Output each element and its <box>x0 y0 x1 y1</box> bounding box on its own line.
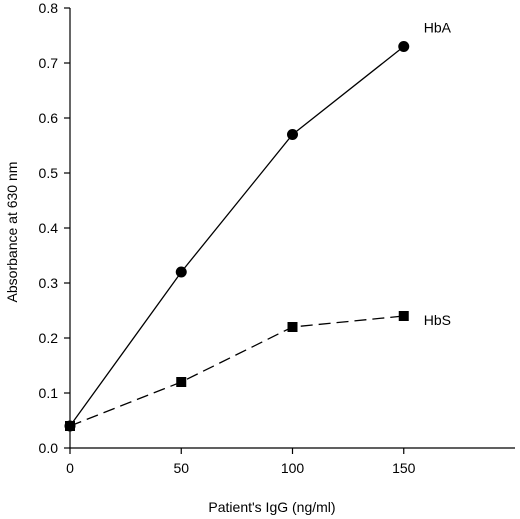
x-axis-title: Patient's IgG (ng/ml) <box>208 499 335 515</box>
data-point-hbs <box>398 311 409 321</box>
y-tick-label: 0.5 <box>39 165 59 181</box>
y-tick-label: 0.7 <box>39 55 59 71</box>
plot-area: 0 50 100 150 0.0 0.1 0.2 0.3 0.4 0.5 0.6 0.7 0.8 HbA H… <box>39 0 515 476</box>
x-tick-label: 0 <box>66 460 74 476</box>
data-point-hbs <box>65 421 75 431</box>
series-label-hbs: HbS <box>424 312 451 328</box>
y-tick-label: 0.3 <box>39 275 59 291</box>
series-line-hbs <box>69 315 404 427</box>
x-tick-label: 50 <box>173 460 189 476</box>
data-point-hbs <box>287 322 298 332</box>
series-line-hba <box>69 45 405 427</box>
series-label-hba: HbA <box>424 20 452 36</box>
y-tick-label: 0.4 <box>39 220 59 236</box>
y-tick-label: 0.8 <box>39 0 59 16</box>
y-tick-label: 0.6 <box>39 110 59 126</box>
x-tick-label: 150 <box>392 460 416 476</box>
data-point-hba <box>287 129 298 140</box>
data-point-hba <box>175 266 187 278</box>
x-tick-label: 100 <box>281 460 305 476</box>
y-tick-label: 0.2 <box>39 330 59 346</box>
y-tick-label: 0.0 <box>39 440 59 456</box>
y-axis-title: Absorbance at 630 nm <box>4 162 20 303</box>
data-point-hbs <box>176 377 187 387</box>
data-point-hba <box>398 41 410 52</box>
y-tick-label: 0.1 <box>39 385 59 401</box>
